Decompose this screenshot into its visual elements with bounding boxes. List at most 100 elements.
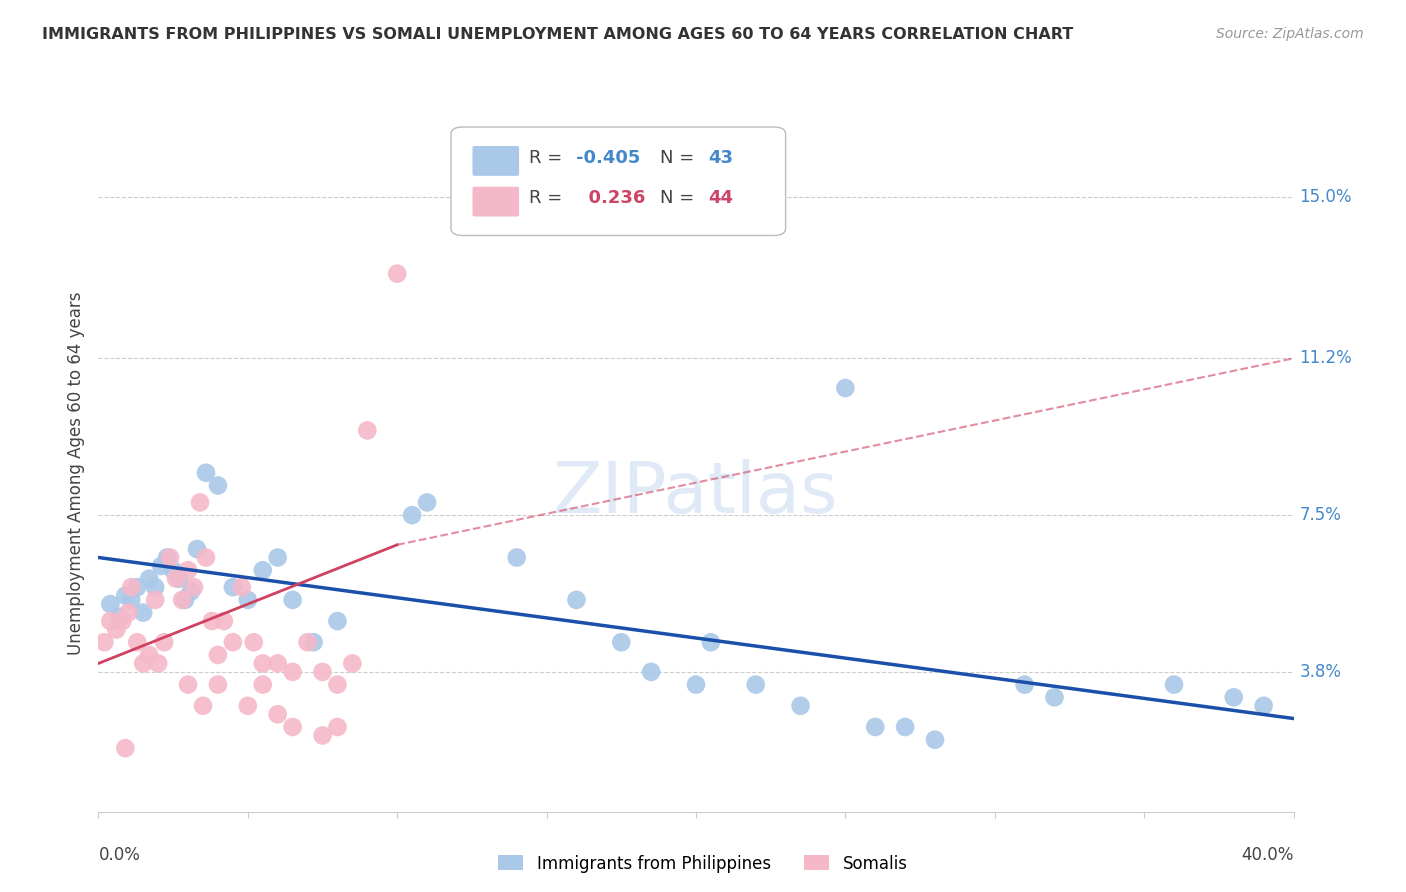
Text: 0.236: 0.236 <box>576 189 645 207</box>
Point <box>924 732 946 747</box>
FancyBboxPatch shape <box>451 127 786 235</box>
Point <box>863 720 886 734</box>
Point <box>212 614 235 628</box>
Point <box>172 592 194 607</box>
Text: 7.5%: 7.5% <box>1299 506 1341 524</box>
Point <box>165 572 187 586</box>
Point <box>132 606 155 620</box>
Point <box>207 648 229 662</box>
Point <box>610 635 633 649</box>
Point <box>385 267 409 281</box>
Point <box>506 550 529 565</box>
Point <box>401 508 423 523</box>
Point <box>236 698 259 713</box>
Point <box>150 558 173 574</box>
Point <box>148 657 170 671</box>
Point <box>1014 678 1036 692</box>
Point <box>111 614 134 628</box>
Point <box>127 635 149 649</box>
Point <box>1253 698 1275 713</box>
Point <box>98 597 122 611</box>
Point <box>98 614 122 628</box>
Point <box>120 580 142 594</box>
Point <box>201 614 224 628</box>
Text: 3.8%: 3.8% <box>1299 663 1341 681</box>
Point <box>281 592 304 607</box>
Point <box>174 592 197 607</box>
Text: -0.405: -0.405 <box>576 149 641 167</box>
Point <box>252 563 274 577</box>
Point <box>180 584 202 599</box>
Point <box>93 635 115 649</box>
Point <box>297 635 319 649</box>
Point <box>326 720 349 734</box>
Point <box>565 592 588 607</box>
Point <box>281 665 304 679</box>
Point <box>1222 690 1246 705</box>
Text: 43: 43 <box>709 149 733 167</box>
Point <box>745 678 768 692</box>
Point <box>236 592 259 607</box>
Point <box>1163 678 1185 692</box>
Legend: Immigrants from Philippines, Somalis: Immigrants from Philippines, Somalis <box>492 848 914 880</box>
Point <box>640 665 662 679</box>
Point <box>117 606 139 620</box>
Point <box>153 635 176 649</box>
Text: 15.0%: 15.0% <box>1299 188 1353 206</box>
Point <box>177 678 200 692</box>
Text: 0.0%: 0.0% <box>98 846 141 863</box>
Point <box>191 698 214 713</box>
Point <box>143 592 166 607</box>
Point <box>162 563 184 577</box>
Point <box>267 550 290 565</box>
Text: Source: ZipAtlas.com: Source: ZipAtlas.com <box>1216 27 1364 41</box>
Point <box>1043 690 1066 705</box>
Point <box>156 550 179 565</box>
Point <box>231 580 253 594</box>
Point <box>281 720 304 734</box>
Point <box>138 572 160 586</box>
FancyBboxPatch shape <box>472 146 519 176</box>
Point <box>356 424 378 438</box>
Point <box>222 635 245 649</box>
Point <box>252 657 274 671</box>
Point <box>326 678 349 692</box>
Point <box>700 635 723 649</box>
Point <box>177 563 200 577</box>
Point <box>207 478 229 492</box>
Point <box>132 657 155 671</box>
Point <box>188 495 211 509</box>
Point <box>114 741 136 756</box>
Text: ZIPatlas: ZIPatlas <box>553 458 839 527</box>
Y-axis label: Unemployment Among Ages 60 to 64 years: Unemployment Among Ages 60 to 64 years <box>66 291 84 655</box>
Point <box>207 678 229 692</box>
Text: R =: R = <box>529 189 568 207</box>
Point <box>183 580 205 594</box>
Point <box>311 728 333 742</box>
Point <box>194 550 218 565</box>
Point <box>416 495 439 509</box>
Point <box>167 572 190 586</box>
Point <box>685 678 707 692</box>
Point <box>252 678 274 692</box>
Point <box>159 550 181 565</box>
Text: N =: N = <box>661 149 700 167</box>
Point <box>789 698 811 713</box>
FancyBboxPatch shape <box>472 186 519 217</box>
Point <box>267 707 290 722</box>
Point <box>114 589 136 603</box>
Text: 11.2%: 11.2% <box>1299 350 1353 368</box>
Point <box>267 657 290 671</box>
Point <box>302 635 325 649</box>
Point <box>194 466 218 480</box>
Text: R =: R = <box>529 149 568 167</box>
Point <box>138 648 160 662</box>
Point <box>311 665 333 679</box>
Point <box>342 657 364 671</box>
Point <box>326 614 349 628</box>
Point <box>127 580 149 594</box>
Text: IMMIGRANTS FROM PHILIPPINES VS SOMALI UNEMPLOYMENT AMONG AGES 60 TO 64 YEARS COR: IMMIGRANTS FROM PHILIPPINES VS SOMALI UN… <box>42 27 1073 42</box>
Point <box>105 623 128 637</box>
Point <box>243 635 266 649</box>
Point <box>120 592 142 607</box>
